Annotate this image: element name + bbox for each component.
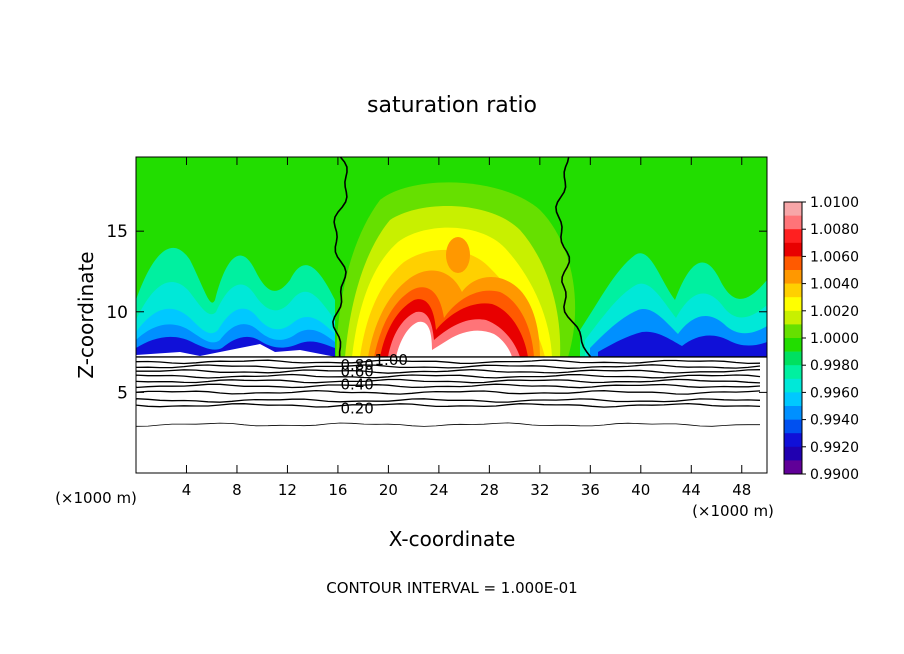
plot-frame	[135, 156, 768, 474]
colorbar-swatch	[784, 297, 802, 312]
contour-label: 1.00	[375, 351, 408, 369]
contour-line	[136, 402, 761, 408]
colorbar-label: 1.0060	[810, 249, 859, 265]
x-unit-left: (×1000 m)	[55, 489, 137, 507]
colorbar-label: 1.0000	[810, 331, 859, 347]
x-tick-label: 32	[530, 481, 549, 499]
x-tick-label: 36	[581, 481, 600, 499]
contour-label: 0.80	[340, 356, 373, 374]
colorbar-swatch	[784, 378, 802, 393]
colorbar-swatch	[784, 460, 802, 475]
colorbar-label: 1.0100	[810, 195, 859, 211]
boundary-lines	[332, 156, 592, 358]
boundary-line	[332, 156, 348, 357]
y-tick-label: 15	[106, 222, 128, 242]
field-band-right-4	[598, 331, 767, 357]
y-axis-label: Z-coordinate	[74, 251, 98, 378]
x-tick-label: 44	[682, 481, 701, 499]
x-axis: 4 8 12 16 20 24 28 32 36 40 44 48	[182, 157, 751, 499]
x-tick-label: 48	[732, 481, 751, 499]
colorbar-swatch	[784, 202, 802, 216]
y-tick-label: 5	[117, 383, 128, 403]
colorbar-label: 0.9900	[810, 467, 859, 483]
contour-line	[136, 422, 760, 427]
colorbar-swatch	[784, 392, 802, 407]
colorbar-label: 0.9940	[810, 413, 859, 429]
contour-line	[136, 359, 761, 365]
x-tick-label: 20	[379, 481, 398, 499]
colorbar: 1.0100 1.0080 1.0060 1.0040 1.0020 1.0000 0.99…	[783, 195, 859, 483]
contour-line	[136, 398, 761, 403]
colorbar-swatch	[784, 365, 802, 380]
colorbar-label: 1.0020	[810, 304, 859, 320]
boundary-line	[555, 156, 592, 358]
contour-label: 0.40	[340, 375, 373, 393]
colorbar-swatch	[784, 256, 802, 271]
colorbar-swatch	[784, 338, 802, 352]
contour-label: 0.60	[340, 362, 373, 380]
colorbar-swatch	[784, 215, 802, 230]
contour-line	[136, 378, 761, 384]
contour-interval-note: CONTOUR INTERVAL = 1.000E-01	[326, 579, 577, 597]
contour-label: 0.20	[340, 400, 373, 418]
x-tick-label: 28	[480, 481, 499, 499]
colorbar-swatch	[784, 242, 802, 257]
colorbar-swatch	[784, 229, 802, 244]
y-tick-label: 10	[106, 303, 128, 323]
contour-labels: 1.000.800.600.40 0.20	[340, 351, 407, 417]
field-cloudbase-edge	[136, 344, 336, 357]
colorbar-label: 0.9960	[810, 385, 859, 401]
field-subcloud	[136, 357, 767, 473]
y-axis: 5 10 15	[106, 222, 767, 403]
contour-line	[136, 383, 761, 389]
colorbar-swatch	[784, 406, 802, 420]
contour-line	[136, 373, 761, 379]
x-axis-label: X-coordinate	[389, 527, 516, 551]
contour-lines	[136, 356, 767, 427]
colorbar-label: 1.0080	[810, 222, 859, 238]
field-plume-core	[396, 321, 512, 357]
colorbar-swatch	[784, 310, 802, 325]
contour-line	[136, 368, 761, 374]
colorbar-swatch	[784, 446, 802, 461]
colorbar-label: 0.9980	[810, 358, 859, 374]
x-tick-label: 8	[232, 481, 242, 499]
x-tick-label: 12	[278, 481, 297, 499]
colorbar-swatch	[784, 283, 802, 298]
chart-title: saturation ratio	[367, 93, 537, 118]
contour-line	[136, 364, 761, 369]
colorbar-swatch	[784, 270, 802, 284]
heatmap-field	[136, 157, 767, 473]
x-tick-label: 4	[182, 481, 192, 499]
x-tick-label: 40	[631, 481, 650, 499]
colorbar-swatch	[784, 351, 802, 366]
colorbar-label: 1.0040	[810, 277, 859, 293]
x-unit-right: (×1000 m)	[692, 502, 774, 520]
x-tick-label: 24	[429, 481, 448, 499]
x-tick-label: 16	[328, 481, 347, 499]
field-plume-blob	[446, 237, 470, 273]
contour-line	[136, 389, 761, 395]
colorbar-swatch	[784, 419, 802, 434]
colorbar-swatch	[784, 433, 802, 448]
colorbar-label: 0.9920	[810, 440, 859, 456]
colorbar-swatch	[784, 324, 802, 339]
